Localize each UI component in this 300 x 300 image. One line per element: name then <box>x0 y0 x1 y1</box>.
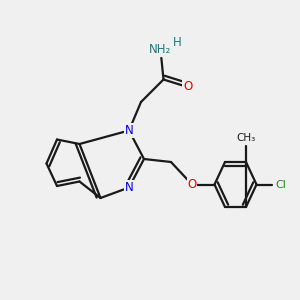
Text: Cl: Cl <box>275 179 286 190</box>
Text: H: H <box>172 35 182 49</box>
Text: N: N <box>124 181 134 194</box>
Text: N: N <box>124 124 134 137</box>
Text: O: O <box>183 80 192 94</box>
Text: NH₂: NH₂ <box>149 43 172 56</box>
Text: O: O <box>188 178 196 191</box>
Text: CH₃: CH₃ <box>236 133 256 143</box>
